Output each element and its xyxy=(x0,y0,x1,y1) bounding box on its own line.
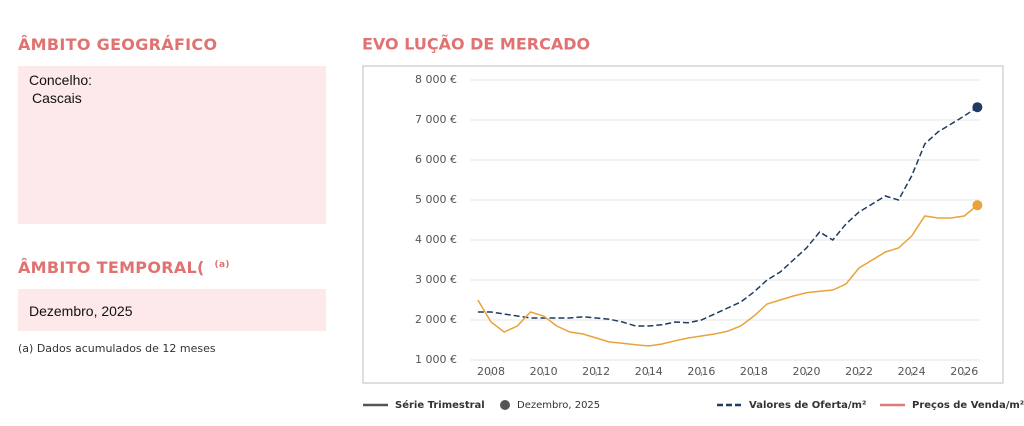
chart-title: EVO LUÇÃO DE MERCADO xyxy=(362,35,590,54)
x-tick-label: 2010 xyxy=(530,365,558,378)
x-tick-label: 2008 xyxy=(477,365,505,378)
footnote-ref: (a) xyxy=(214,259,230,270)
footnote: (a) Dados acumulados de 12 meses xyxy=(18,342,216,355)
y-tick-label: 7 000 € xyxy=(415,113,457,126)
x-tick-label: 2016 xyxy=(687,365,715,378)
chart-frame xyxy=(362,65,1004,384)
series-line xyxy=(477,106,978,327)
field-label: Concelho: xyxy=(29,72,93,88)
x-tick-label: 2012 xyxy=(582,365,610,378)
series-line xyxy=(477,204,978,347)
y-tick-label: 3 000 € xyxy=(415,273,457,286)
end-marker xyxy=(972,200,983,211)
section-title-text: ÂMBITO TEMPORAL( xyxy=(18,258,205,277)
x-tick-label: 2026 xyxy=(950,365,978,378)
x-tick-label: 2022 xyxy=(845,365,873,378)
section-title: ÂMBITO TEMPORAL( (a) xyxy=(18,258,230,277)
legend-label: Preços de Venda/m² xyxy=(912,400,1024,411)
y-tick-label: 1 000 € xyxy=(415,353,457,366)
section-title: ÂMBITO GEOGRÁFICO xyxy=(18,35,218,54)
end-marker xyxy=(972,102,983,113)
field-value: Dezembro, 2025 xyxy=(29,303,133,319)
y-tick-label: 6 000 € xyxy=(415,153,457,166)
y-tick-label: 5 000 € xyxy=(415,193,457,206)
legend-marker xyxy=(500,400,510,410)
legend-label: Valores de Oferta/m² xyxy=(749,400,866,411)
temporal-panel: Dezembro, 2025 xyxy=(18,289,326,331)
geographic-panel: Concelho: Cascais xyxy=(18,66,326,224)
legend-label: Série Trimestral xyxy=(395,399,485,411)
y-tick-label: 4 000 € xyxy=(415,233,457,246)
x-tick-label: 2020 xyxy=(792,365,820,378)
x-tick-label: 2014 xyxy=(635,365,663,378)
y-tick-label: 2 000 € xyxy=(415,313,457,326)
legend-label: Dezembro, 2025 xyxy=(517,400,600,411)
y-tick-label: 8 000 € xyxy=(415,73,457,86)
x-tick-label: 2018 xyxy=(740,365,768,378)
x-tick-label: 2024 xyxy=(898,365,926,378)
field-value: Cascais xyxy=(32,90,82,106)
